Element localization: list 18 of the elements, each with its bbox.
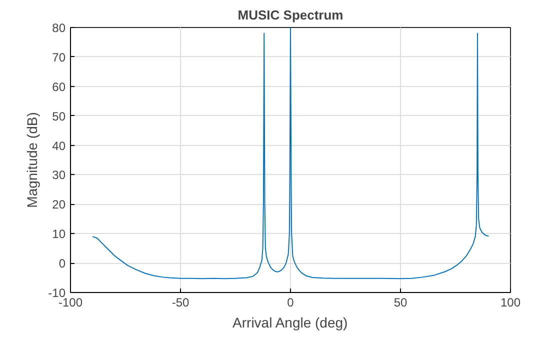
x-tick-label: -100 [58,296,83,310]
x-tick-label: 0 [287,296,294,310]
x-tick-label: 50 [394,296,408,310]
chart-title: MUSIC Spectrum [238,8,344,22]
y-tick-label: 40 [52,138,66,153]
y-tick-label: 60 [52,80,66,94]
x-tick-label: -50 [172,296,190,310]
y-tick-label: 50 [52,109,66,124]
line-series [92,28,489,280]
y-tick-label: 70 [52,50,66,64]
y-tick-label: 0 [58,256,66,271]
x-axis-title: Arrival Angle (deg) [232,314,348,330]
x-tick-label: 100 [500,296,521,310]
y-axis-title: Magnitude (dB) [24,112,40,208]
y-tick-label: 20 [52,198,66,212]
y-tick-label: 80 [52,21,66,35]
y-tick-label: 10 [52,227,66,242]
y-tick-label: 30 [52,168,66,182]
